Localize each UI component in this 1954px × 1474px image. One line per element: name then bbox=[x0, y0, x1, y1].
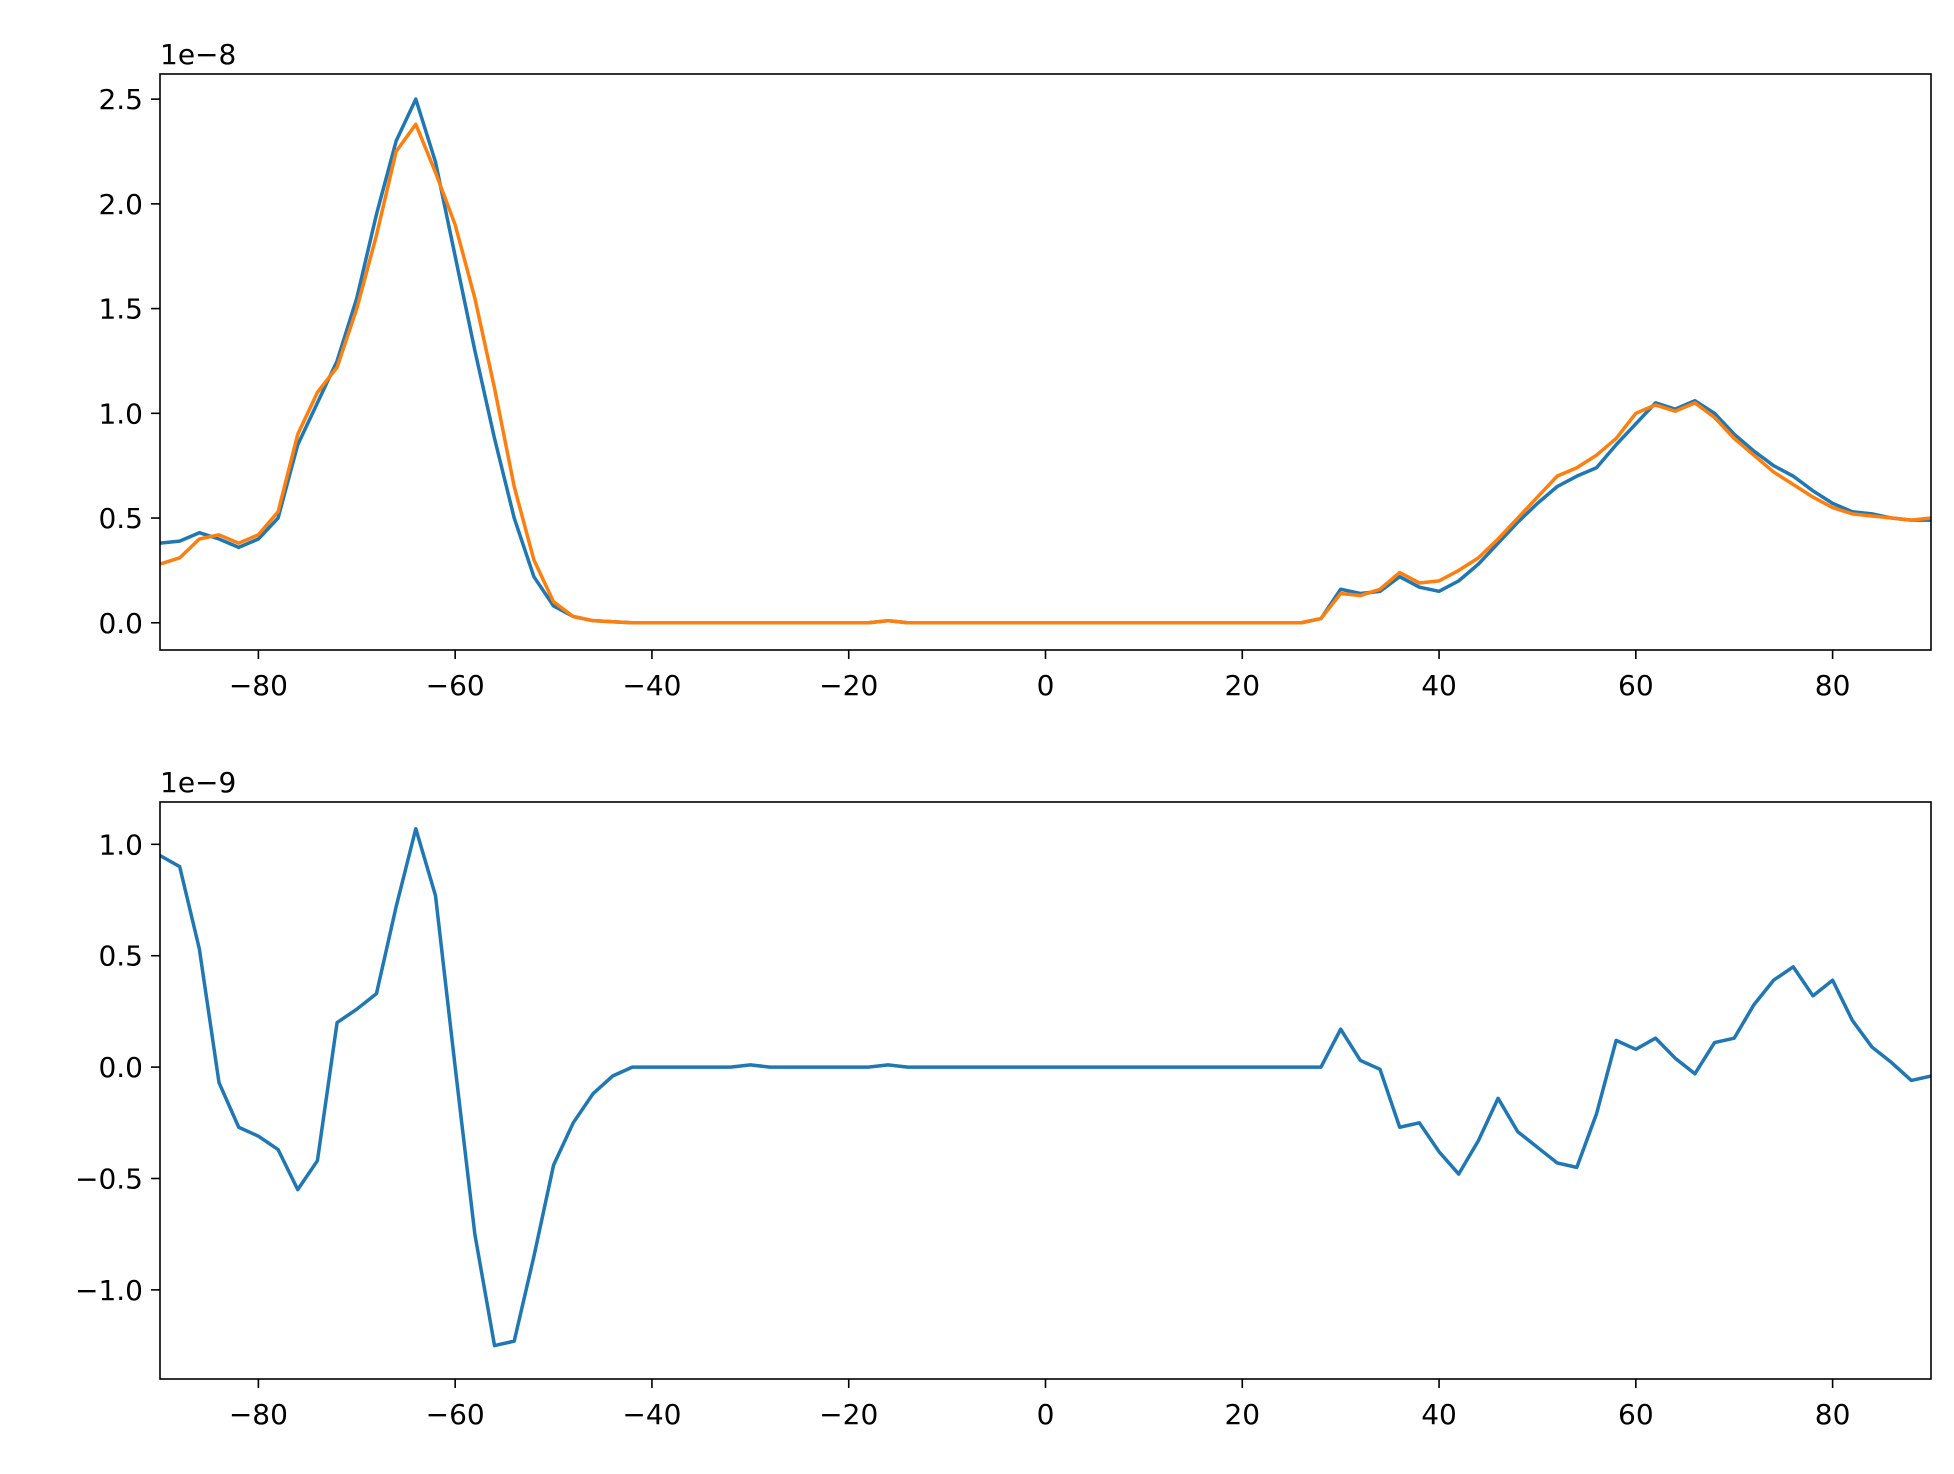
y-tick-label: 1.0 bbox=[98, 828, 143, 861]
y-tick-label: 0.0 bbox=[98, 1051, 143, 1084]
data-line bbox=[160, 826, 1931, 1348]
y-tick-label: 0.0 bbox=[98, 607, 143, 640]
x-tick-label: −60 bbox=[426, 1398, 485, 1431]
offset-text: 1e−9 bbox=[160, 766, 236, 799]
axes-frame bbox=[159, 801, 1932, 1380]
x-tick-label: −40 bbox=[622, 669, 681, 702]
x-tick-label: 80 bbox=[1815, 669, 1851, 702]
x-tick-label: 20 bbox=[1224, 1398, 1260, 1431]
y-tick-label: 0.5 bbox=[98, 502, 143, 535]
y-tick-label: 1.0 bbox=[98, 397, 143, 430]
x-tick-label: 40 bbox=[1421, 669, 1457, 702]
data-line bbox=[160, 97, 1931, 625]
y-tick-label: −1.0 bbox=[75, 1274, 143, 1307]
x-tick-label: −20 bbox=[819, 669, 878, 702]
x-tick-label: 80 bbox=[1815, 1398, 1851, 1431]
y-tick-label: 2.0 bbox=[98, 188, 143, 221]
y-tick-label: 1.5 bbox=[98, 293, 143, 326]
axes-frame bbox=[159, 73, 1932, 651]
offset-text: 1e−8 bbox=[160, 38, 236, 71]
y-tick-label: 2.5 bbox=[98, 83, 143, 116]
x-tick-label: 60 bbox=[1618, 1398, 1654, 1431]
x-tick-label: 60 bbox=[1618, 669, 1654, 702]
y-tick-label: 0.5 bbox=[98, 940, 143, 973]
x-tick-label: 40 bbox=[1421, 1398, 1457, 1431]
x-tick-label: 0 bbox=[1037, 1398, 1055, 1431]
x-tick-label: −60 bbox=[426, 669, 485, 702]
x-tick-label: −40 bbox=[622, 1398, 681, 1431]
x-tick-label: 20 bbox=[1224, 669, 1260, 702]
data-line bbox=[160, 122, 1931, 625]
y-tick-label: −0.5 bbox=[75, 1162, 143, 1195]
x-tick-label: −80 bbox=[229, 669, 288, 702]
x-tick-label: −80 bbox=[229, 1398, 288, 1431]
x-tick-label: −20 bbox=[819, 1398, 878, 1431]
x-tick-label: 0 bbox=[1037, 669, 1055, 702]
